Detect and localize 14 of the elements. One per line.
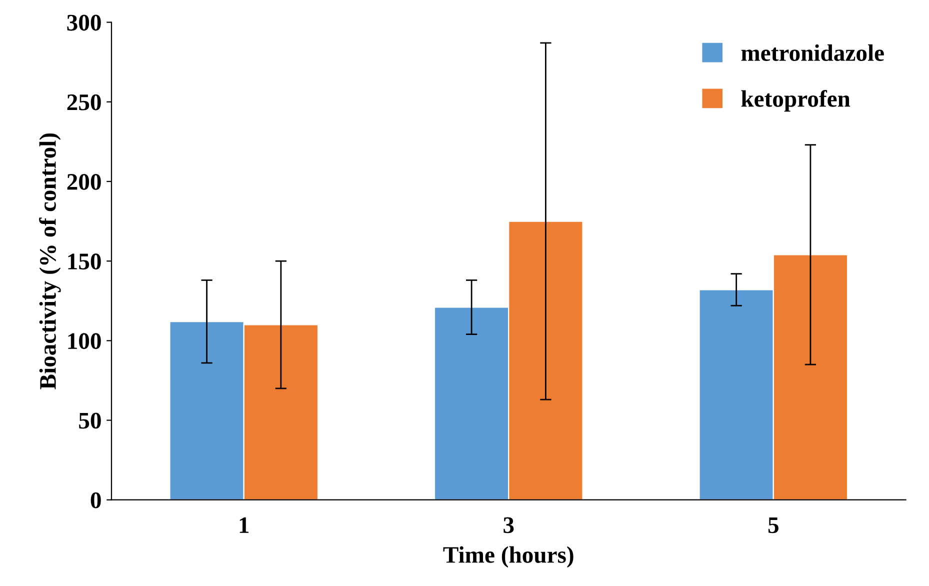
legend-label: metronidazole	[741, 44, 884, 61]
x-tick-label: 5	[768, 517, 778, 534]
legend-label: ketoprofen	[741, 90, 850, 112]
y-axis-title: Bioactivity (% of control)	[39, 133, 61, 390]
x-tick-label: 3	[504, 517, 514, 534]
y-tick-label: 100	[68, 333, 101, 350]
y-tick-label: 200	[67, 174, 101, 190]
y-tick-label: 300	[67, 14, 101, 31]
x-tick-label: 1	[240, 517, 249, 533]
x-axis-title: Time (hours)	[443, 546, 574, 568]
y-tick-label: 50	[79, 412, 101, 429]
y-tick-label: 250	[67, 94, 101, 110]
y-tick-label: 0	[90, 492, 101, 508]
y-tick-label: 150	[68, 254, 101, 270]
